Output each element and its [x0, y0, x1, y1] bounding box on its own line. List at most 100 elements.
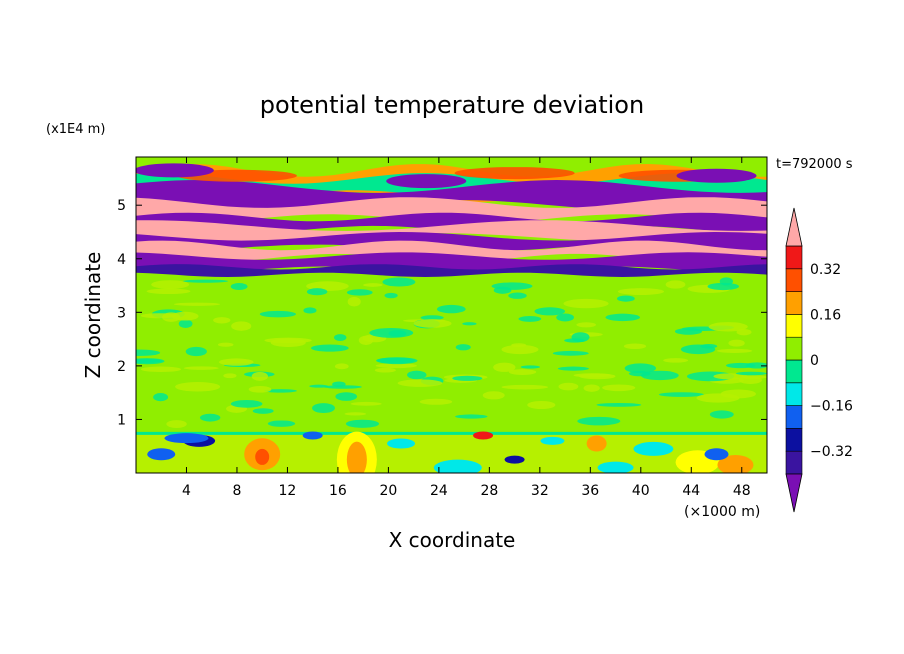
- field-texture: [674, 328, 703, 335]
- field-texture: [388, 330, 407, 337]
- field-texture: [347, 296, 361, 307]
- surface-patch: [704, 448, 729, 461]
- x-tick-label: 36: [581, 483, 599, 499]
- surface-patch: [586, 435, 607, 452]
- field-texture: [178, 319, 193, 328]
- x-tick-label: 40: [632, 483, 650, 499]
- field-texture: [252, 408, 274, 414]
- surface-patch: [473, 431, 494, 440]
- field-texture: [264, 389, 297, 393]
- colorbar-bin: [785, 359, 803, 384]
- field-texture: [725, 362, 756, 369]
- field-texture: [708, 322, 748, 332]
- negative-patch: [676, 168, 757, 183]
- surface-patch: [255, 448, 270, 465]
- field-texture: [175, 381, 221, 392]
- field-texture: [493, 362, 516, 372]
- colorbar-extend-min: [785, 473, 803, 513]
- time-label: t=792000 s: [776, 157, 853, 172]
- x-tick-label: 28: [480, 483, 498, 499]
- field-texture: [605, 313, 641, 322]
- field-texture: [420, 315, 444, 321]
- field-texture: [199, 413, 221, 422]
- colorbar-bin: [785, 428, 803, 452]
- field-texture: [508, 369, 537, 375]
- y-unit-label: (x1E4 m): [46, 122, 105, 137]
- band-negative: [136, 212, 767, 233]
- field-texture: [571, 332, 590, 343]
- x-tick-label: 8: [232, 483, 241, 499]
- colorbar-bin: [785, 450, 803, 475]
- field-texture: [219, 358, 254, 366]
- x-tick-label: 4: [182, 483, 191, 499]
- field-texture: [136, 349, 161, 357]
- field-texture: [358, 335, 374, 345]
- x-unit-label: (×1000 m): [684, 504, 760, 520]
- colorbar-label: 0: [810, 353, 819, 369]
- y-tick-label: 5: [117, 198, 126, 214]
- band-negative: [136, 252, 767, 273]
- field-texture: [183, 366, 219, 370]
- field-texture: [419, 398, 453, 405]
- surface-patch: [433, 459, 482, 473]
- plot-frame: [135, 156, 768, 474]
- field-texture: [248, 386, 272, 393]
- colorbar-bin: [785, 291, 803, 315]
- field-texture: [455, 344, 471, 351]
- colorbar-bin: [785, 336, 803, 361]
- negative-patch: [386, 174, 467, 189]
- surface-patch: [346, 441, 367, 473]
- field-texture: [182, 279, 229, 283]
- x-tick-label: 12: [279, 483, 297, 499]
- field-texture: [628, 370, 651, 377]
- field-texture: [312, 403, 335, 414]
- surface-patch: [504, 455, 525, 464]
- positive-patch: [454, 167, 575, 180]
- field-texture: [583, 384, 600, 392]
- field-texture: [534, 307, 566, 316]
- x-tick-label: 44: [682, 483, 700, 499]
- field-texture: [508, 292, 527, 299]
- field-texture: [230, 400, 263, 408]
- field-texture: [309, 384, 329, 388]
- field-texture: [213, 317, 231, 324]
- negative-patch: [136, 163, 214, 178]
- field-texture: [501, 384, 549, 390]
- field-texture: [602, 384, 636, 392]
- field-texture: [556, 313, 574, 322]
- field-texture: [736, 328, 752, 336]
- field-texture: [251, 371, 268, 381]
- field-texture: [482, 391, 505, 400]
- field-texture: [311, 344, 349, 352]
- y-axis-title: Z coordinate: [81, 252, 105, 379]
- field-texture: [140, 366, 182, 373]
- field-texture: [728, 339, 745, 347]
- field-texture: [709, 410, 734, 419]
- field-texture: [376, 357, 418, 365]
- field-texture: [230, 283, 248, 291]
- field-texture: [623, 343, 647, 350]
- surface-patch: [164, 433, 209, 444]
- field-texture: [350, 401, 382, 406]
- surface-patch: [717, 454, 754, 473]
- field-texture: [146, 288, 191, 295]
- field-texture: [557, 366, 589, 371]
- band-positive: [136, 197, 767, 223]
- field-texture: [185, 346, 207, 357]
- x-tick-label: 16: [329, 483, 347, 499]
- field-texture: [231, 321, 252, 331]
- field-texture: [333, 334, 347, 341]
- colorbar-label: 0.16: [810, 307, 841, 323]
- x-tick-label: 48: [733, 483, 751, 499]
- x-axis-title: X coordinate: [389, 528, 516, 552]
- field-texture: [166, 420, 187, 428]
- surface-patch: [147, 448, 176, 461]
- field-texture: [455, 414, 488, 419]
- field-texture: [558, 382, 579, 391]
- colorbar-bin: [785, 382, 803, 406]
- field-texture: [696, 393, 740, 403]
- field-texture: [153, 393, 169, 402]
- surface-patch: [540, 436, 565, 445]
- field-texture: [407, 370, 427, 380]
